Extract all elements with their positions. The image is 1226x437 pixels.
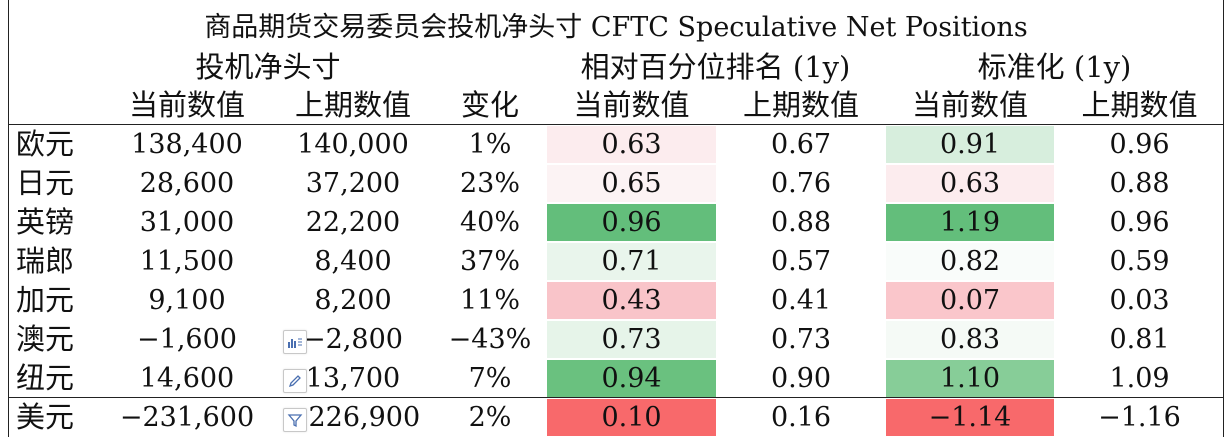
table-cell: 0.91	[886, 126, 1054, 163]
grid-line	[8, 124, 1224, 125]
row-label: 加元	[16, 283, 75, 317]
table-cell: 8,400	[314, 246, 392, 277]
table-cell: 0.63	[886, 165, 1054, 202]
table-cell: 37%	[459, 246, 520, 277]
row-label: 澳元	[16, 322, 75, 356]
table-cell: 11,500	[139, 246, 235, 277]
table-cell: 8,200	[314, 285, 392, 316]
table-cell: 0.43	[547, 282, 716, 319]
table-cell: −1.14	[886, 399, 1054, 436]
table-cell: 13,700	[305, 363, 401, 394]
table-title: 商品期货交易委员会投机净头寸 CFTC Speculative Net Posi…	[204, 11, 1028, 43]
table-cell: 0.67	[770, 129, 832, 160]
table-cell: 0.71	[547, 243, 716, 280]
table-cell: 0.03	[1109, 285, 1170, 316]
row-label: 瑞郎	[16, 244, 75, 278]
grid-line	[1223, 0, 1224, 437]
table-cell: 0.88	[1109, 168, 1170, 199]
table-cell: 7%	[468, 363, 512, 394]
table-cell: 31,000	[139, 207, 235, 238]
table-cell: 14,600	[139, 363, 235, 394]
table-cell: 0.76	[770, 168, 832, 199]
table-cell: 0.96	[1109, 129, 1170, 160]
table-cell: 0.90	[770, 363, 832, 394]
table-cell: 1.10	[886, 360, 1054, 397]
row-label: 日元	[16, 166, 75, 200]
column-header: 当前数值	[573, 88, 690, 122]
grid-line	[8, 397, 1224, 398]
pencil-icon[interactable]	[283, 369, 307, 393]
table-cell: 0.81	[1109, 324, 1170, 355]
table-cell: −2,800	[303, 324, 403, 355]
table-cell: 0.57	[770, 246, 832, 277]
table-cell: 1.19	[886, 204, 1054, 241]
table-cell: −1.16	[1098, 402, 1181, 433]
grid-line	[8, 0, 9, 437]
table-cell: 0.07	[886, 282, 1054, 319]
filter-icon[interactable]	[283, 408, 307, 432]
table-cell: 0.73	[547, 321, 716, 358]
table-cell: 11%	[459, 285, 520, 316]
table-cell: 0.10	[547, 399, 716, 436]
chart-icon[interactable]	[283, 330, 307, 354]
column-header: 上期数值	[1081, 88, 1198, 122]
group-header-standardized: 标准化 (1y)	[977, 49, 1132, 84]
table-cell: 40%	[459, 207, 520, 238]
table-cell: 0.82	[886, 243, 1054, 280]
table-cell: 22,200	[305, 207, 401, 238]
table-cell: 0.96	[1109, 207, 1170, 238]
table-cell: 1.09	[1109, 363, 1170, 394]
column-header: 上期数值	[742, 88, 859, 122]
column-header: 变化	[460, 88, 519, 122]
table-cell: −226,900	[285, 402, 421, 433]
table-cell: 0.88	[770, 207, 832, 238]
group-header-percentile: 相对百分位排名 (1y)	[580, 49, 851, 84]
table-cell: 0.16	[770, 402, 832, 433]
column-header: 当前数值	[128, 88, 245, 122]
row-label: 纽元	[16, 361, 75, 395]
table-cell: 0.41	[770, 285, 832, 316]
table-cell: 2%	[468, 402, 512, 433]
table-cell: 0.63	[547, 126, 716, 163]
column-header: 上期数值	[294, 88, 411, 122]
table-cell: 0.94	[547, 360, 716, 397]
row-label: 英镑	[16, 205, 75, 239]
table-cell: 37,200	[305, 168, 401, 199]
table-cell: −231,600	[119, 402, 255, 433]
table-cell: 0.96	[547, 204, 716, 241]
row-label: 欧元	[16, 127, 75, 161]
row-label: 美元	[16, 400, 75, 434]
table-cell: 0.59	[1109, 246, 1170, 277]
table-cell: −43%	[448, 324, 532, 355]
group-header-net-positions: 投机净头寸	[195, 49, 341, 84]
table-cell: 0.73	[770, 324, 832, 355]
table-cell: 0.65	[547, 165, 716, 202]
table-cell: 0.83	[886, 321, 1054, 358]
table-cell: 28,600	[139, 168, 235, 199]
table-cell: 1%	[468, 129, 512, 160]
table-cell: 23%	[459, 168, 520, 199]
column-header: 当前数值	[911, 88, 1028, 122]
table-cell: −1,600	[137, 324, 237, 355]
table-cell: 9,100	[148, 285, 226, 316]
table-cell: 140,000	[297, 129, 409, 160]
table-cell: 138,400	[131, 129, 243, 160]
